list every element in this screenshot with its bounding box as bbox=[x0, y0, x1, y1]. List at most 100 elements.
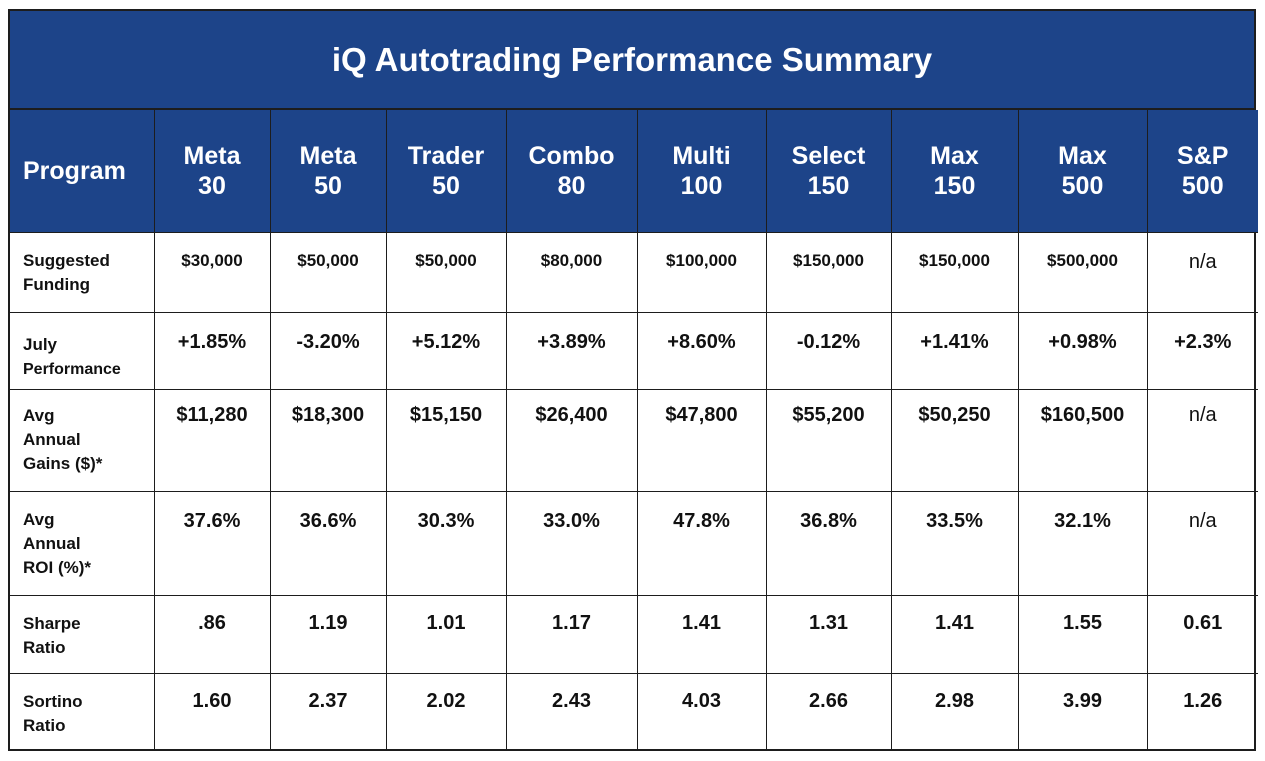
table-cell: 1.19 bbox=[269, 594, 387, 674]
row-label: Avg Annual Gains ($)* bbox=[10, 388, 155, 492]
table-cell: 1.55 bbox=[1017, 594, 1148, 674]
row-label: Sharpe Ratio bbox=[10, 594, 155, 674]
row-label-line: Avg bbox=[23, 509, 55, 529]
column-header-line1: S&P bbox=[1177, 141, 1229, 170]
table-cell: 47.8% bbox=[636, 490, 767, 596]
table-cell: $30,000 bbox=[153, 231, 271, 313]
column-header-max-150: Max 150 bbox=[890, 110, 1019, 233]
table-cell: $160,500 bbox=[1017, 388, 1148, 492]
table-cell: 3.99 bbox=[1017, 672, 1148, 751]
table-cell: 36.6% bbox=[269, 490, 387, 596]
table-cell: n/a bbox=[1146, 388, 1258, 492]
row-label-line: Funding bbox=[23, 274, 91, 294]
table-cell: 1.41 bbox=[890, 594, 1019, 674]
table-row-suggested-funding: Suggested Funding $30,000 $50,000 $50,000… bbox=[10, 231, 1258, 313]
row-label-line: Sortino bbox=[23, 691, 83, 711]
column-header-multi-100: Multi 100 bbox=[636, 110, 767, 233]
column-header-line2: 500 bbox=[1181, 171, 1224, 200]
table-cell: 1.31 bbox=[765, 594, 892, 674]
table-cell: 2.02 bbox=[385, 672, 507, 751]
performance-summary-table: Program Meta 30 Meta 50 Trader 50 Combo 80 M… bbox=[10, 110, 1258, 751]
table-cell: 2.98 bbox=[890, 672, 1019, 751]
table-cell: 0.61 bbox=[1146, 594, 1258, 674]
column-header-line1: Multi bbox=[672, 141, 731, 170]
table-cell: +3.89% bbox=[505, 311, 638, 390]
column-header-meta-30: Meta 30 bbox=[153, 110, 271, 233]
table-cell: 1.01 bbox=[385, 594, 507, 674]
table-cell: 1.26 bbox=[1146, 672, 1258, 751]
row-label: Suggested Funding bbox=[10, 231, 155, 313]
table-cell: $50,000 bbox=[269, 231, 387, 313]
column-header-trader-50: Trader 50 bbox=[385, 110, 507, 233]
column-header-line1: Meta bbox=[299, 141, 357, 170]
table-cell: $150,000 bbox=[765, 231, 892, 313]
table-cell: $150,000 bbox=[890, 231, 1019, 313]
table-cell: +0.98% bbox=[1017, 311, 1148, 390]
table-cell: 36.8% bbox=[765, 490, 892, 596]
table-cell: 33.0% bbox=[505, 490, 638, 596]
column-header-line2: 80 bbox=[557, 171, 586, 200]
table-cell: 33.5% bbox=[890, 490, 1019, 596]
table-cell: -0.12% bbox=[765, 311, 892, 390]
row-label: Avg Annual ROI (%)* bbox=[10, 490, 155, 596]
row-label-line: Gains ($)* bbox=[23, 453, 103, 473]
column-header-line2: 50 bbox=[432, 171, 460, 200]
table-cell: 2.43 bbox=[505, 672, 638, 751]
table-cell: $26,400 bbox=[505, 388, 638, 492]
table-cell: 1.60 bbox=[153, 672, 271, 751]
column-header-line1: Program bbox=[23, 156, 126, 185]
table-row-sharpe-ratio: Sharpe Ratio .86 1.19 1.01 1.17 1.41 1.31… bbox=[10, 594, 1258, 674]
table-row-july-performance: July Performance +1.85% -3.20% +5.12% +3.… bbox=[10, 311, 1258, 390]
table-cell: 2.66 bbox=[765, 672, 892, 751]
table-cell: 30.3% bbox=[385, 490, 507, 596]
column-header-line2: 100 bbox=[680, 171, 723, 200]
column-header-line2: 150 bbox=[933, 171, 976, 200]
row-label-line: Suggested bbox=[23, 250, 110, 270]
table-cell: $50,250 bbox=[890, 388, 1019, 492]
row-label-line: Annual bbox=[23, 429, 81, 449]
table-cell: +1.85% bbox=[153, 311, 271, 390]
column-header-sp-500: S&P 500 bbox=[1146, 110, 1258, 233]
column-header-line2: 30 bbox=[198, 171, 226, 200]
header-row: Program Meta 30 Meta 50 Trader 50 Combo 80 M… bbox=[10, 110, 1258, 233]
table-row-avg-annual-gains: Avg Annual Gains ($)* $11,280 $18,300 $15,… bbox=[10, 388, 1258, 492]
column-header-select-150: Select 150 bbox=[765, 110, 892, 233]
row-label-line: Avg bbox=[23, 405, 55, 425]
row-label: Sortino Ratio bbox=[10, 672, 155, 751]
column-header-meta-50: Meta 50 bbox=[269, 110, 387, 233]
column-header-line1: Meta bbox=[183, 141, 241, 170]
row-label-line: Annual bbox=[23, 533, 81, 553]
table-cell: -3.20% bbox=[269, 311, 387, 390]
column-header-line1: Select bbox=[791, 141, 866, 170]
table-cell: n/a bbox=[1146, 231, 1258, 313]
row-label-line: July bbox=[23, 334, 58, 354]
table-row-avg-annual-roi: Avg Annual ROI (%)* 37.6% 36.6% 30.3% 33.0… bbox=[10, 490, 1258, 596]
table-cell: 37.6% bbox=[153, 490, 271, 596]
table-cell: +1.41% bbox=[890, 311, 1019, 390]
table-cell: +5.12% bbox=[385, 311, 507, 390]
column-header-line2: 150 bbox=[807, 171, 850, 200]
table-cell: $47,800 bbox=[636, 388, 767, 492]
table-cell: n/a bbox=[1146, 490, 1258, 596]
row-label-line: Ratio bbox=[23, 637, 66, 657]
table-cell: $100,000 bbox=[636, 231, 767, 313]
column-header-line1: Combo bbox=[528, 141, 615, 170]
column-header-program: Program bbox=[10, 110, 155, 233]
row-label-line: Performance bbox=[23, 360, 121, 378]
row-label-line: ROI (%)* bbox=[23, 557, 91, 577]
column-header-line2: 500 bbox=[1061, 171, 1104, 200]
table-cell: +2.3% bbox=[1146, 311, 1258, 390]
table-cell: 32.1% bbox=[1017, 490, 1148, 596]
row-label-line: Ratio bbox=[23, 715, 66, 735]
column-header-combo-80: Combo 80 bbox=[505, 110, 638, 233]
table-cell: $18,300 bbox=[269, 388, 387, 492]
table-cell: $50,000 bbox=[385, 231, 507, 313]
table-row-sortino-ratio: Sortino Ratio 1.60 2.37 2.02 2.43 4.03 2.… bbox=[10, 672, 1258, 751]
table-cell: $11,280 bbox=[153, 388, 271, 492]
column-header-line1: Trader bbox=[407, 141, 485, 170]
column-header-line1: Max bbox=[1058, 141, 1107, 170]
table-cell: 1.17 bbox=[505, 594, 638, 674]
table-cell: $80,000 bbox=[505, 231, 638, 313]
table-cell: 1.41 bbox=[636, 594, 767, 674]
table-cell: +8.60% bbox=[636, 311, 767, 390]
